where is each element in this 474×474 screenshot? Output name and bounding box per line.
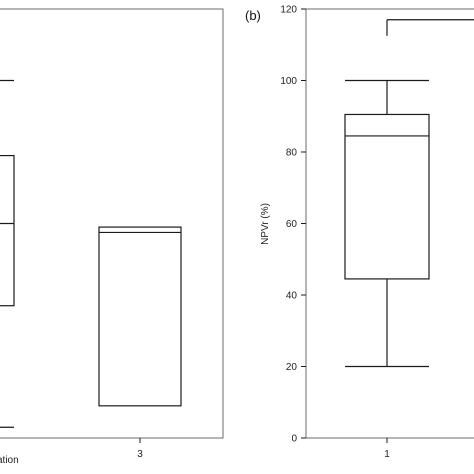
panel-a-box-1-iqr-box <box>0 154 15 307</box>
panel-b-y-tick-label: 80 <box>286 148 298 159</box>
panel-a-x-axis-label: ation <box>0 455 19 466</box>
panel-a-box-2-iqr-box <box>98 226 182 407</box>
panel-b-y-tick-label: 40 <box>286 291 298 302</box>
panel-a-frame <box>0 8 224 439</box>
panel-a-x-tick-label: 3 <box>137 449 143 460</box>
panel-b-y-tick-label: 100 <box>280 76 297 87</box>
panel-b-label: (b) <box>245 8 261 23</box>
panel-b-x-tick-label: 1 <box>384 449 390 460</box>
panel-b-y-axis-label: NPVr (%) <box>260 203 271 245</box>
panel-b-y-tick-label: 20 <box>286 362 298 373</box>
panel-b-y-tick-label: 0 <box>291 434 297 445</box>
panel-b-box-1-iqr-box <box>344 113 430 280</box>
panel-b-y-tick-label: 60 <box>286 219 298 230</box>
panel-a: 3 ation <box>0 8 224 466</box>
panel-b: (b) 0 20 40 60 80 100 120 1 NPVr (%) <box>245 5 474 460</box>
panel-b-y-tick-label: 120 <box>280 5 297 16</box>
